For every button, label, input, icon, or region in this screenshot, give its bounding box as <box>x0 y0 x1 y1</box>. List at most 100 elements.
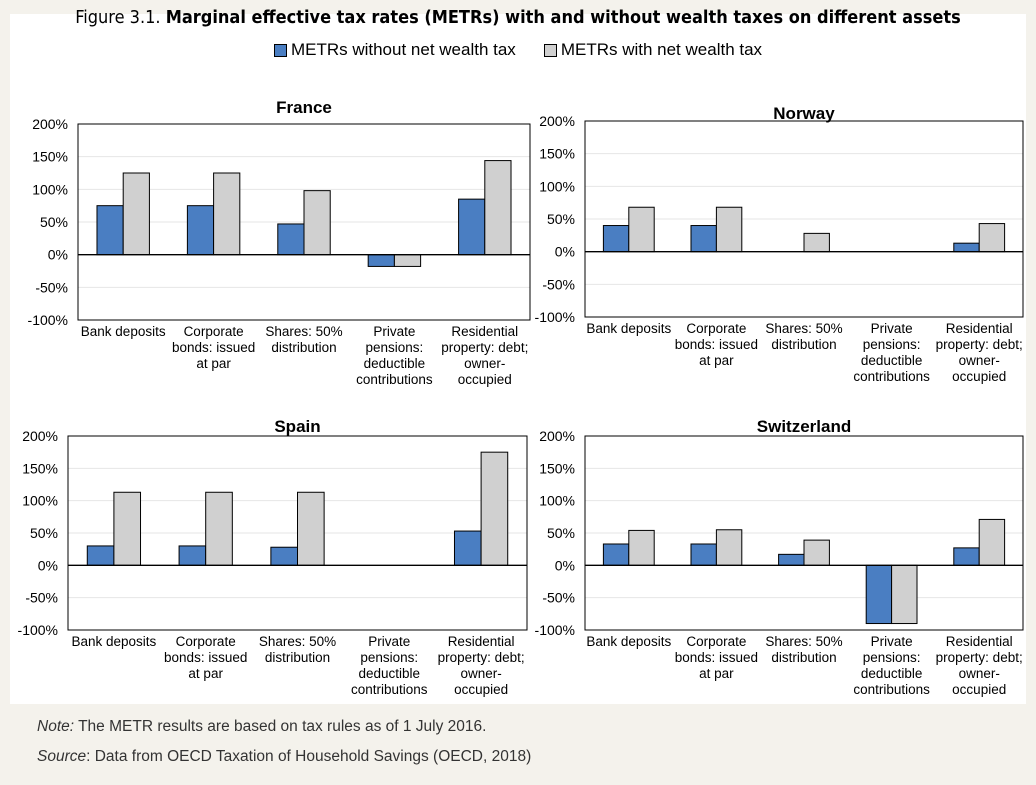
y-tick-label: 0% <box>38 557 58 573</box>
bar-without-tax <box>865 564 893 625</box>
plot-frame <box>584 435 1024 631</box>
y-tick-label: 200% <box>539 428 575 444</box>
chart-france: France 200% 150% 100% 50% 0% -50% -100% Bank dep… <box>28 98 531 387</box>
bar-without-tax <box>453 530 482 566</box>
y-tick-label: 0% <box>48 247 68 263</box>
y-tick-label: 100% <box>539 178 575 194</box>
bar-with-tax <box>803 539 830 566</box>
legend-label: METRs with net wealth tax <box>560 40 763 59</box>
x-category-label: Shares: 50% distribution <box>265 324 342 355</box>
panel-title: Switzerland <box>757 417 851 436</box>
bar-with-tax <box>891 564 918 625</box>
bar-with-tax <box>303 190 331 256</box>
source-label: Source <box>37 748 87 765</box>
y-tick-label: 100% <box>32 181 68 197</box>
y-tick-label: 50% <box>547 211 575 227</box>
y-tick-label: 100% <box>539 493 575 509</box>
y-tick-label: 0% <box>555 557 575 573</box>
bar-with-tax <box>113 491 142 566</box>
y-tick-label: -100% <box>535 309 575 325</box>
bar-without-tax <box>86 545 115 566</box>
y-tick-label: -100% <box>18 622 58 638</box>
bar-with-tax <box>122 172 150 256</box>
y-tick-label: 50% <box>40 214 68 230</box>
x-category-label: Shares: 50% distribution <box>259 634 336 665</box>
legend-label: METRs without net wealth tax <box>290 40 516 59</box>
bar-with-tax <box>484 160 512 256</box>
legend-swatch-blue <box>273 43 287 57</box>
note-text: The METR results are based on tax rules … <box>74 718 487 735</box>
chart-norway: Norway 200% 150% 100% 50% 0% -50% -100% Bank dep… <box>535 104 1024 384</box>
bar-without-tax <box>602 543 630 566</box>
chart-legend: METRs without net wealth tax METRs with … <box>0 40 1036 60</box>
chart-spain: Spain 200% 150% 100% 50% 0% -50% -100% Bank depo… <box>18 417 528 697</box>
bar-without-tax <box>367 254 395 267</box>
chart-switzerland: Switzerland 200% 150% 100% 50% 0% -50% -100% Ban… <box>535 417 1024 697</box>
y-tick-label: -50% <box>542 590 575 606</box>
legend-item-without-wealth-tax: METRs without net wealth tax <box>273 40 516 60</box>
legend-swatch-grey <box>543 43 557 57</box>
note-label: Note: <box>37 718 75 735</box>
bar-with-tax <box>213 172 241 256</box>
bar-without-tax <box>690 543 717 566</box>
y-tick-label: 150% <box>539 460 575 476</box>
x-category-label: Corporate bonds: issued at par <box>172 324 255 371</box>
plot-frame <box>584 120 1024 318</box>
y-tick-label: 150% <box>22 460 58 476</box>
bar-with-tax <box>628 206 655 253</box>
y-tick-label: 50% <box>30 525 58 541</box>
legend-item-with-wealth-tax: METRs with net wealth tax <box>543 40 763 60</box>
bar-with-tax <box>978 518 1006 566</box>
x-category-label: Bank deposits <box>71 634 156 649</box>
bar-with-tax <box>297 491 325 566</box>
figure-title-text: Marginal effective tax rates (METRs) wit… <box>165 7 961 28</box>
bar-with-tax <box>205 491 233 566</box>
x-category-label: Residential property: debt; owner-occupied <box>438 634 525 697</box>
y-tick-label: 200% <box>539 113 575 129</box>
x-category-label: Private pensions: deductible contributions <box>351 634 428 697</box>
y-tick-label: 150% <box>539 146 575 162</box>
bar-without-tax <box>277 223 305 256</box>
bar-with-tax <box>803 232 830 253</box>
bar-without-tax <box>953 242 980 253</box>
bar-without-tax <box>178 545 207 566</box>
x-category-label: Corporate bonds: issued at par <box>675 634 758 681</box>
x-category-label: Bank deposits <box>586 634 671 649</box>
x-category-label: Residential property: debt; owner-occupied <box>441 324 528 387</box>
x-category-label: Residential property: debt; owner-occupied <box>936 321 1023 384</box>
bar-without-tax <box>96 205 124 256</box>
x-category-label: Private pensions: deductible contributions <box>356 324 433 387</box>
panel-title: France <box>276 98 332 117</box>
y-tick-label: 200% <box>32 116 68 132</box>
x-category-label: Private pensions: deductible contributions <box>853 321 930 384</box>
figure-notes: Note: The METR results are based on tax … <box>37 712 531 772</box>
y-tick-label: -50% <box>35 279 68 295</box>
y-tick-label: 200% <box>22 428 58 444</box>
bar-without-tax <box>602 225 630 253</box>
note-line: Note: The METR results are based on tax … <box>37 712 531 742</box>
bar-without-tax <box>778 553 805 566</box>
bar-without-tax <box>458 198 486 256</box>
bar-without-tax <box>953 547 980 566</box>
y-tick-label: 50% <box>547 525 575 541</box>
source-line: Source: Data from OECD Taxation of House… <box>37 742 531 772</box>
y-tick-label: -100% <box>535 622 575 638</box>
bar-with-tax <box>715 529 743 566</box>
figure-panel <box>10 14 1026 704</box>
y-tick-label: -100% <box>28 312 68 328</box>
panel-title: Spain <box>274 417 320 436</box>
bar-with-tax <box>978 223 1006 253</box>
x-category-label: Bank deposits <box>81 324 166 339</box>
y-tick-label: -50% <box>25 590 58 606</box>
y-tick-label: 100% <box>22 493 58 509</box>
y-tick-label: -50% <box>542 276 575 292</box>
x-category-label: Bank deposits <box>586 321 671 336</box>
x-category-label: Shares: 50% distribution <box>765 321 842 352</box>
panel-title: Norway <box>773 104 835 123</box>
bar-with-tax <box>480 451 509 566</box>
bar-with-tax <box>393 254 422 267</box>
figure-number: Figure 3.1. <box>75 7 161 28</box>
bar-with-tax <box>715 206 743 253</box>
bar-without-tax <box>690 225 717 253</box>
